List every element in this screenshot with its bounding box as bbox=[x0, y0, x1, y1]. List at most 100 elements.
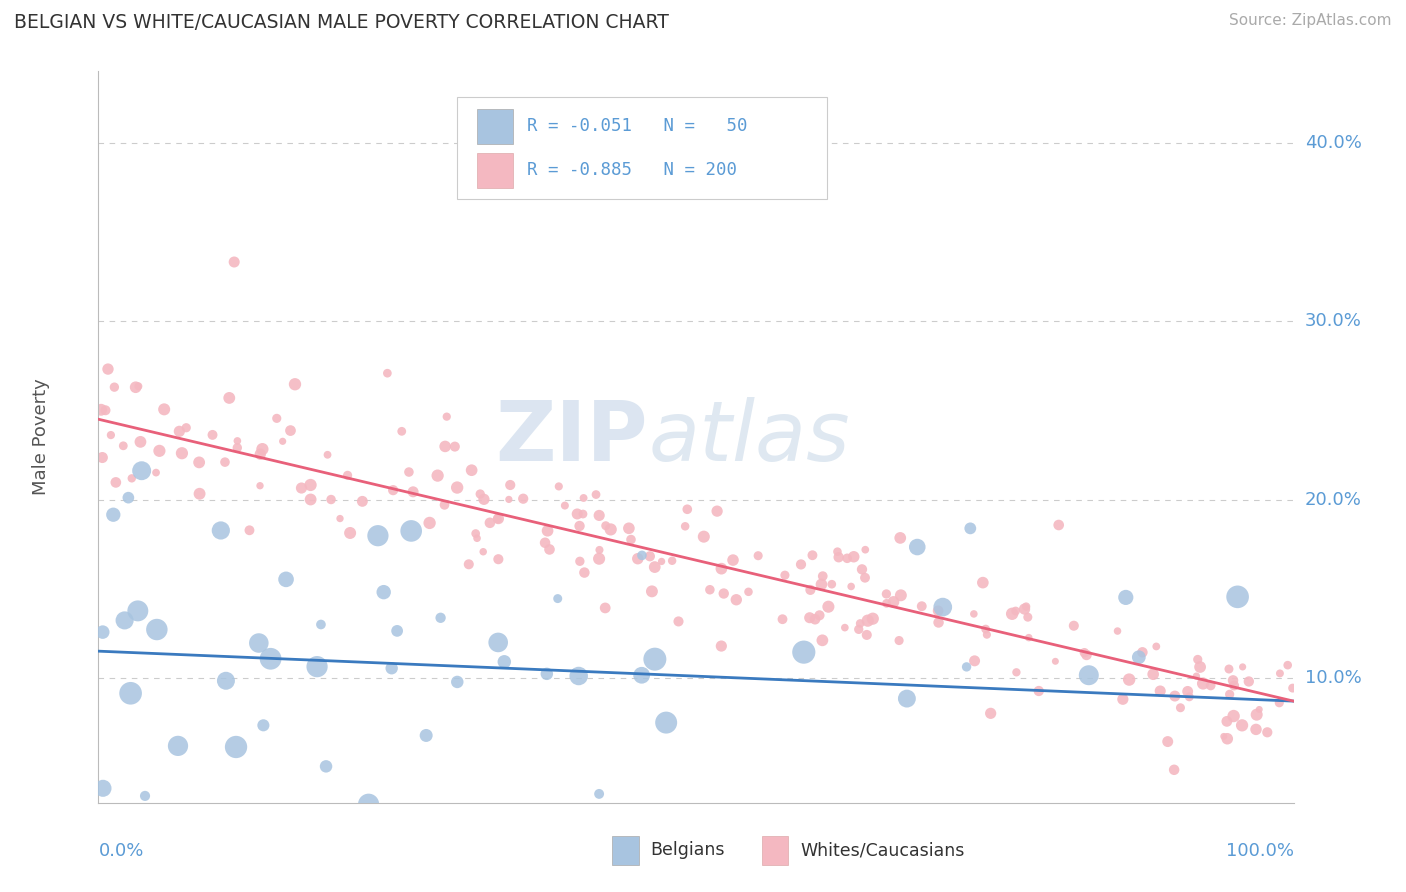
Point bbox=[249, 479, 271, 493]
Point bbox=[972, 575, 994, 590]
Point bbox=[512, 491, 534, 506]
Point bbox=[1014, 602, 1036, 616]
Point bbox=[167, 739, 190, 753]
Point bbox=[460, 463, 482, 477]
Point bbox=[627, 551, 650, 566]
Point bbox=[849, 616, 872, 631]
Point bbox=[1170, 700, 1192, 714]
Text: R = -0.885   N = 200: R = -0.885 N = 200 bbox=[527, 161, 738, 179]
Point bbox=[266, 411, 288, 425]
Point bbox=[153, 402, 176, 417]
Point bbox=[472, 545, 495, 559]
Point bbox=[638, 549, 661, 564]
Point bbox=[114, 614, 136, 628]
Point bbox=[381, 661, 404, 675]
Point bbox=[572, 507, 595, 521]
Point bbox=[876, 596, 898, 610]
Point bbox=[252, 442, 274, 456]
Point bbox=[252, 718, 274, 732]
Point bbox=[710, 639, 733, 653]
Point bbox=[104, 475, 127, 490]
Point bbox=[1015, 599, 1038, 614]
Point bbox=[1073, 646, 1095, 660]
Text: 0.0%: 0.0% bbox=[98, 842, 143, 860]
Point bbox=[855, 628, 877, 642]
Point bbox=[1281, 681, 1303, 695]
Point bbox=[134, 789, 156, 803]
Point bbox=[617, 521, 640, 535]
Point bbox=[713, 586, 735, 600]
Point bbox=[120, 686, 142, 700]
Point bbox=[1226, 590, 1249, 604]
Point bbox=[572, 491, 595, 505]
Point bbox=[862, 612, 884, 626]
Point bbox=[1268, 696, 1291, 710]
Point bbox=[1028, 684, 1050, 698]
Point bbox=[209, 524, 232, 538]
Point bbox=[810, 577, 832, 591]
Point bbox=[848, 623, 870, 637]
Point bbox=[927, 604, 949, 618]
Point bbox=[498, 492, 520, 507]
Point bbox=[436, 409, 458, 424]
Point bbox=[238, 523, 260, 537]
Point bbox=[821, 577, 844, 591]
Point bbox=[673, 519, 696, 533]
Point bbox=[124, 380, 146, 394]
Point bbox=[1004, 604, 1026, 618]
Point bbox=[651, 554, 673, 568]
Point bbox=[1216, 714, 1239, 729]
Point bbox=[887, 633, 910, 648]
Point bbox=[284, 377, 307, 392]
Point bbox=[1164, 689, 1187, 703]
Point bbox=[319, 492, 342, 507]
Point bbox=[225, 739, 247, 754]
Point bbox=[773, 568, 796, 582]
FancyBboxPatch shape bbox=[477, 109, 513, 144]
Point bbox=[959, 521, 981, 535]
Point bbox=[599, 523, 621, 537]
Point bbox=[853, 571, 876, 585]
Point bbox=[1232, 660, 1254, 674]
Point bbox=[127, 379, 149, 393]
Point bbox=[842, 549, 865, 564]
Point bbox=[1222, 673, 1244, 688]
Point bbox=[443, 440, 465, 454]
Text: atlas: atlas bbox=[648, 397, 849, 477]
Point bbox=[808, 608, 831, 623]
Point bbox=[1001, 607, 1024, 621]
FancyBboxPatch shape bbox=[457, 97, 827, 200]
Text: Belgians: Belgians bbox=[651, 841, 725, 859]
Point bbox=[290, 481, 312, 495]
Point bbox=[357, 797, 380, 812]
Point bbox=[644, 560, 666, 574]
Point bbox=[1212, 730, 1234, 744]
Text: 10.0%: 10.0% bbox=[1305, 669, 1361, 687]
Point bbox=[630, 668, 652, 682]
Point bbox=[247, 636, 270, 650]
Point bbox=[547, 591, 569, 606]
Point bbox=[433, 498, 456, 512]
Point bbox=[419, 516, 441, 530]
Point bbox=[568, 519, 591, 533]
Point bbox=[837, 551, 859, 566]
Point bbox=[547, 479, 569, 493]
Point bbox=[595, 518, 617, 533]
Point bbox=[214, 455, 236, 469]
Point bbox=[336, 468, 359, 483]
Point bbox=[721, 553, 744, 567]
Point bbox=[804, 612, 827, 626]
Point bbox=[100, 428, 122, 442]
Point bbox=[201, 428, 224, 442]
Point bbox=[1185, 669, 1208, 683]
Point bbox=[1256, 725, 1278, 739]
Point bbox=[536, 524, 558, 538]
Point bbox=[465, 531, 488, 545]
Point bbox=[1199, 678, 1222, 692]
Point bbox=[112, 439, 135, 453]
Point bbox=[817, 599, 839, 614]
Point bbox=[963, 654, 986, 668]
Point bbox=[218, 391, 240, 405]
Point bbox=[470, 487, 492, 501]
Point bbox=[1192, 676, 1215, 690]
